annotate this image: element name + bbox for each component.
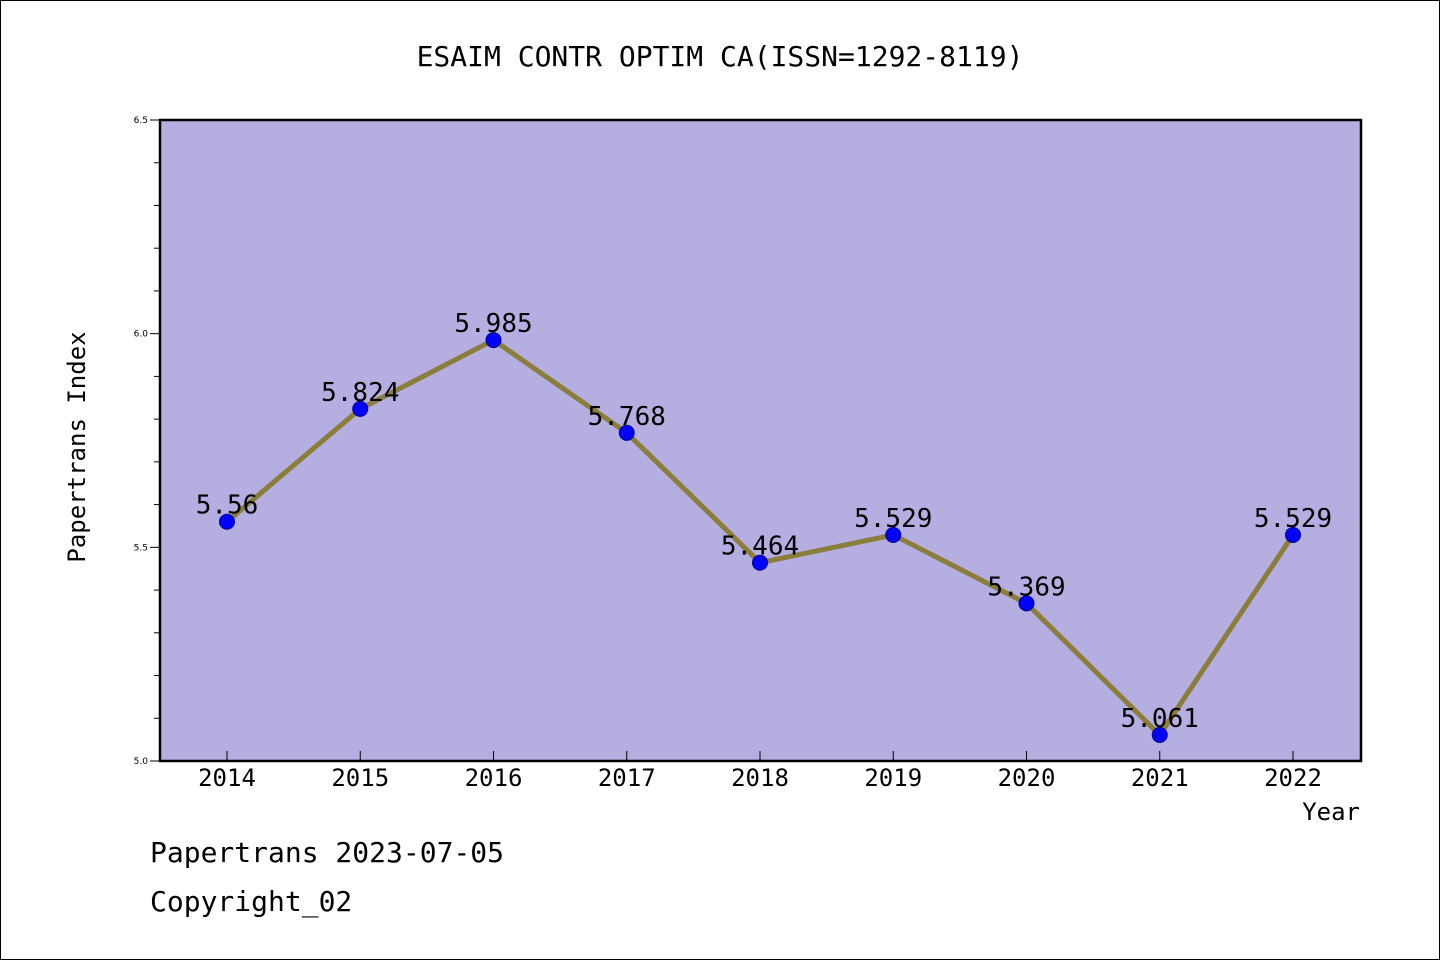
data-point [885,526,902,543]
data-point [485,332,502,349]
data-point [1285,526,1301,543]
y-tick-label: 5.5 [134,543,148,553]
data-label: 5.824 [321,378,399,408]
plot-area [158,118,1363,763]
data-label: 5.061 [1121,704,1199,734]
y-tick-label: 6.5 [134,116,148,126]
data-point [1151,726,1168,743]
x-tick-label: 2014 [198,764,256,792]
data-label: 5.768 [588,402,666,432]
x-tick-label: 2018 [731,764,789,792]
data-point [752,554,768,571]
marker-group [219,332,1301,743]
y-axis-label: Papertrans Index [63,331,91,562]
data-point [352,400,369,417]
x-tick-label: 2021 [1131,764,1189,792]
x-axis-label: Year [1302,798,1360,826]
x-tick-label: 2022 [1264,764,1322,792]
data-label-group: 5.56 5.824 5.985 5.768 5.464 5.529 5.369 5.061 5… [196,309,1332,734]
x-axis: 2014 2015 2016 2017 2018 2019 2020 2021 2022 [198,751,1322,792]
x-tick-label: 2019 [864,764,922,792]
data-point [618,424,635,441]
y-tick-label: 6.0 [134,330,149,340]
x-tick-label: 2017 [598,764,656,792]
x-tick-label: 2015 [331,764,389,792]
data-label: 5.529 [1254,504,1332,534]
data-label: 5.985 [454,309,532,339]
x-tick-label: 2020 [998,764,1056,792]
footer-date: Papertrans 2023-07-05 [150,836,505,869]
y-axis: 5.0 5.5 6.0 6.5 [134,116,160,767]
data-label: 5.56 [196,491,259,521]
data-label: 5.369 [987,572,1065,602]
data-label: 5.529 [854,504,932,534]
x-tick-label: 2016 [465,764,523,792]
chart-title: ESAIM CONTR OPTIM CA(ISSN=1292-8119) [417,40,1024,73]
data-point [219,513,235,530]
footer-copyright: Copyright_02 [150,885,353,918]
data-label: 5.464 [721,532,799,562]
y-tick-label: 5.0 [134,757,149,767]
data-point [1018,595,1035,612]
